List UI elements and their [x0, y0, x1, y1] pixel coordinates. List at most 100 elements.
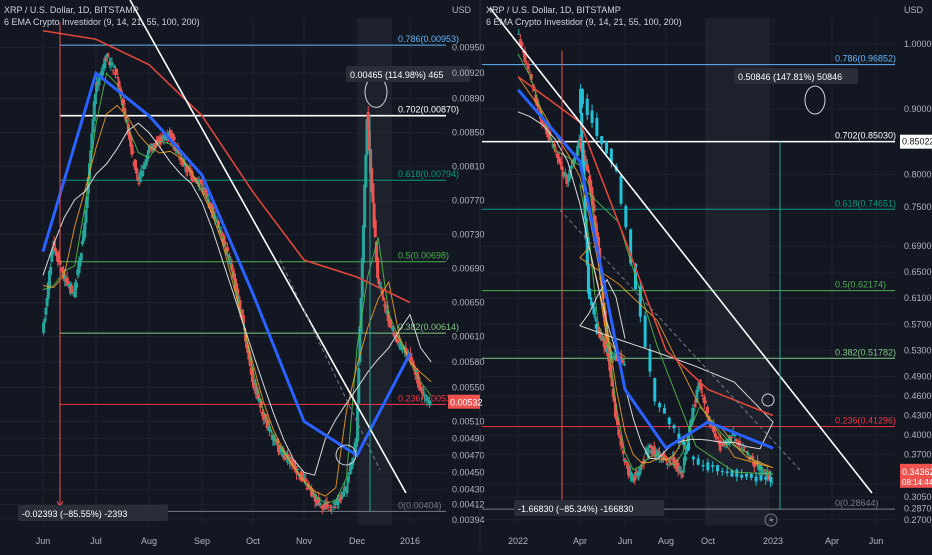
candle-body — [667, 417, 671, 425]
ema-100-line — [42, 122, 432, 476]
trendline[interactable] — [129, 0, 407, 494]
candle-body — [150, 143, 154, 149]
highlight-circle[interactable] — [335, 444, 357, 466]
price-axis[interactable]: USD 0.00950 0.00920 0.00890 0.00850 0.00810 0.… — [448, 5, 485, 525]
measure-label-down[interactable]: -0.02393 (−85.55%) -2393 — [18, 505, 168, 521]
candle-body — [222, 235, 226, 247]
candle-body — [373, 219, 377, 238]
measure-label-text: -1.66830 (−85.34%) -166830 — [518, 504, 633, 514]
candle-body — [593, 215, 597, 227]
candle-body — [734, 438, 738, 442]
candle-body — [325, 502, 329, 508]
trendline-dashed[interactable] — [559, 209, 801, 471]
candle-body — [409, 353, 413, 360]
price-tick-label: 0.00810 — [452, 162, 485, 172]
candle-body — [157, 137, 161, 139]
candle-body — [622, 364, 626, 366]
candle-body — [429, 402, 433, 404]
ema-9-line — [517, 53, 774, 475]
price-tick-label: 0.00430 — [452, 484, 485, 494]
candle-body — [703, 400, 707, 403]
ema-200-line — [517, 76, 774, 417]
candle-body — [593, 317, 597, 319]
candle-body — [223, 241, 227, 246]
candle-body — [637, 471, 641, 477]
candle-body — [620, 359, 624, 362]
candle-body — [682, 457, 686, 466]
trendline-dashed[interactable] — [279, 259, 381, 471]
fib-label-0.236: 0.236(0.41296) — [835, 416, 896, 426]
trendline[interactable] — [489, 7, 873, 494]
price-tick-label: 0.00850 — [452, 128, 485, 138]
time-axis[interactable]: Jun Jul Aug Sep Oct Nov Dec 2016 — [36, 536, 420, 546]
pane-right[interactable]: 0.786(0.96852) 0.702(0.85030) 0.618(0.7465… — [482, 5, 932, 546]
candle-body — [410, 357, 414, 361]
candle-body — [247, 350, 251, 360]
candle-body — [384, 306, 388, 308]
highlight-circle[interactable] — [761, 393, 775, 407]
measure-label-bg — [514, 500, 664, 516]
candle-body — [716, 465, 720, 472]
symbol-title: XRP / U.S. Dollar, 1D, BITSTAMP — [4, 5, 139, 15]
candle-body — [383, 304, 387, 307]
candle-body — [690, 421, 694, 425]
candle-body — [245, 343, 249, 349]
candle-body — [749, 473, 753, 478]
lightning-icon[interactable] — [764, 513, 778, 527]
candle-body — [343, 486, 347, 492]
measure-label-down[interactable]: -1.66830 (−85.34%) -166830 — [514, 500, 664, 516]
candle-body — [191, 177, 195, 181]
candle-body — [559, 162, 563, 165]
measure-label-up[interactable]: 0.00465 (114.98%) 465 — [346, 66, 470, 82]
candle-body — [696, 458, 700, 465]
candle-body — [53, 247, 57, 252]
highlight-ellipse[interactable] — [804, 85, 826, 115]
measure-label-bg — [346, 66, 470, 82]
candle-body — [365, 119, 369, 156]
ema-200-line — [42, 29, 411, 304]
fib-label-0.786: 0.786(0.96852) — [835, 54, 896, 64]
ema-55-line — [41, 70, 412, 458]
time-tick-label: Dec — [349, 536, 366, 546]
candle-body — [769, 477, 773, 482]
candle-body — [633, 476, 637, 481]
candle-body — [292, 462, 296, 469]
candle-body — [733, 433, 737, 437]
candle-body — [301, 476, 305, 481]
candle-body — [280, 453, 284, 456]
candle-body — [43, 319, 47, 323]
pane-left[interactable]: 0.786(0.00953) 0.702(0.00870) 0.618(0.0079… — [0, 0, 485, 546]
candle-body — [78, 258, 82, 267]
candle-body — [647, 450, 651, 453]
candle-body — [254, 383, 258, 395]
price-tick-label: 0.00890 — [452, 94, 485, 104]
candle-body — [617, 429, 621, 436]
time-tick-label: Nov — [296, 536, 313, 546]
candle-body — [584, 217, 588, 240]
candle-body — [631, 478, 635, 481]
candle-body — [391, 327, 395, 331]
candle-body — [713, 432, 717, 438]
candle-body — [707, 415, 711, 423]
measure-label-up[interactable]: 0.50846 (147.81%) 50846 — [734, 68, 858, 84]
time-axis[interactable]: 2022 Apr Jun Aug Oct 2023 Apr Jun — [508, 536, 883, 546]
candle-body — [740, 474, 744, 478]
candle-body — [269, 430, 273, 432]
time-tick-label: Sep — [194, 536, 210, 546]
candle-body — [304, 478, 308, 482]
candle-body — [526, 63, 530, 70]
candle-body — [398, 341, 402, 349]
candle-body — [643, 315, 647, 348]
candle-body — [628, 468, 632, 473]
candle-body — [624, 460, 628, 462]
candle-body — [122, 99, 126, 104]
candle-body — [562, 171, 566, 177]
candle-body — [423, 394, 427, 397]
candle-body — [45, 297, 49, 307]
time-tick-label: 2016 — [400, 536, 420, 546]
candle-body — [594, 323, 598, 329]
candle-body — [565, 175, 569, 184]
